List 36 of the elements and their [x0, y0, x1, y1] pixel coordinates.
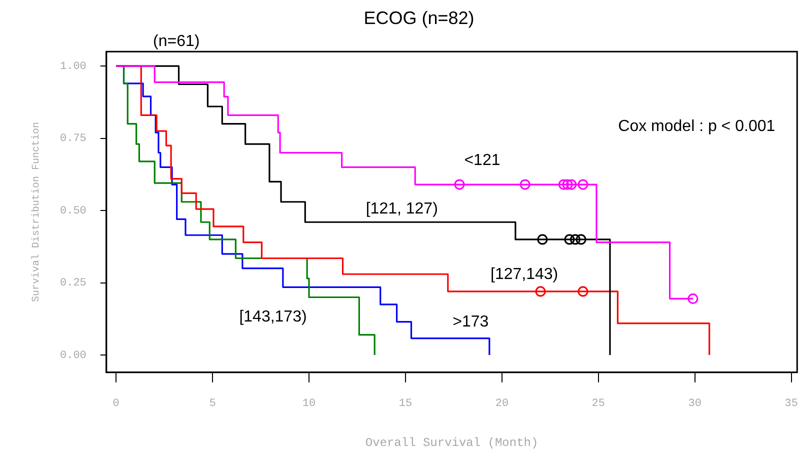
point — [564, 234, 575, 245]
series-label: [127,143) — [490, 266, 558, 283]
x-tick-label: 20 — [495, 398, 509, 410]
y-tick-label: 1.00 — [60, 60, 86, 73]
text: (n=61) — [153, 33, 200, 50]
x-tick-label: 0 — [112, 398, 120, 410]
point — [688, 293, 698, 304]
series-label: <121 — [464, 152, 500, 169]
series-label: [143,173) — [239, 308, 307, 326]
y-tick-label: 0.00 — [60, 350, 86, 362]
point — [576, 234, 586, 245]
x-tick-label: 15 — [398, 398, 412, 410]
point — [454, 179, 465, 190]
x-tick-label: 5 — [209, 398, 216, 410]
chart-title: ECOG (n=82) — [364, 8, 474, 28]
point — [578, 286, 588, 297]
y-axis-title: Survival Distribution Function — [30, 122, 43, 302]
x-tick-label: 35 — [784, 398, 798, 410]
annotation: Cox model : p < 0.001 — [618, 118, 776, 136]
x-axis-title: Overall Survival (Month) — [365, 436, 538, 450]
point — [570, 234, 581, 245]
point — [578, 179, 588, 190]
point — [537, 234, 548, 245]
x-tick-label: 25 — [592, 398, 606, 410]
series-label: >173 — [452, 314, 489, 331]
point — [520, 179, 530, 190]
y-tick-label: 0.75 — [60, 133, 86, 146]
point — [566, 179, 577, 190]
series-label: [121, 127) — [366, 200, 438, 218]
point — [535, 286, 546, 297]
y-tick-label: 0.25 — [60, 278, 86, 290]
point — [558, 179, 569, 190]
point — [562, 179, 573, 190]
y-tick-label: 0.50 — [60, 205, 86, 218]
x-tick-label: 10 — [302, 398, 316, 410]
x-tick-label: 30 — [688, 398, 702, 410]
